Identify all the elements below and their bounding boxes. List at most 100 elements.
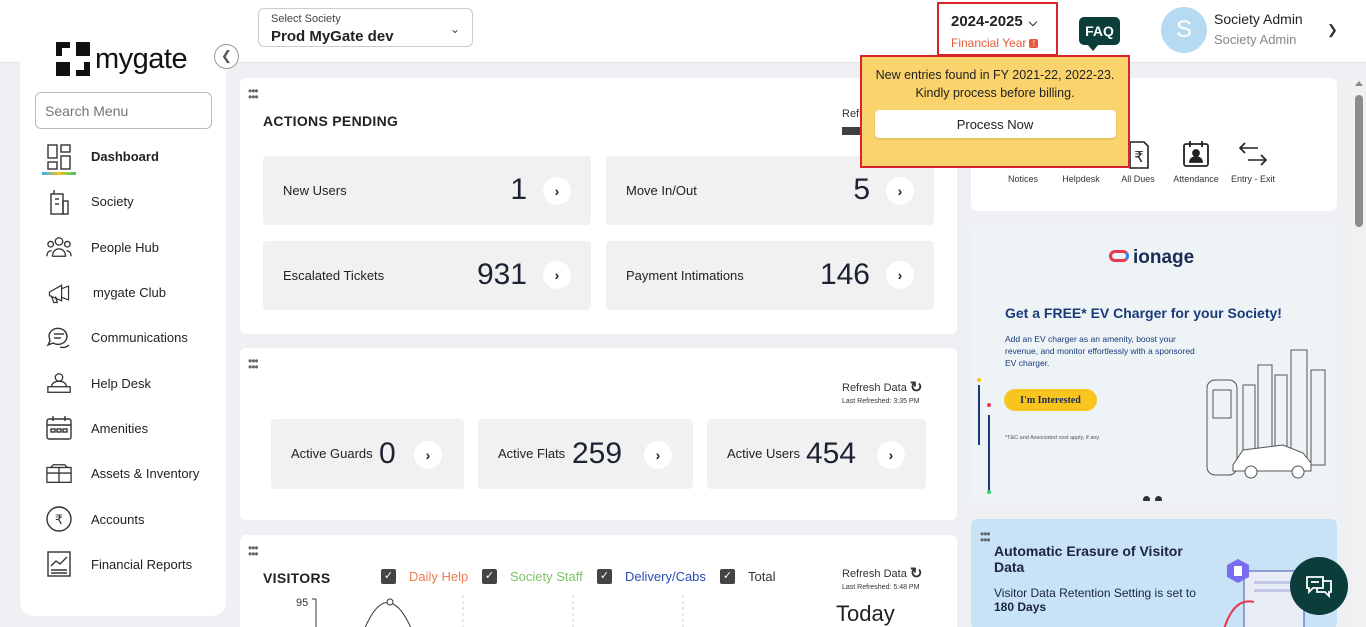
visitors-title: VISITORS <box>263 570 331 586</box>
popup-message: New entries found in FY 2021-22, 2022-23… <box>875 68 1115 82</box>
im-interested-button[interactable]: I'm Interested <box>1004 389 1097 411</box>
tile-escalated-tickets[interactable]: Escalated Tickets 931 › <box>263 241 591 310</box>
quick-link-notices[interactable]: Notices <box>995 140 1051 184</box>
legend-society-staff[interactable]: ✓ Society Staff <box>482 569 583 584</box>
svg-text:₹: ₹ <box>55 513 63 528</box>
chevron-down-icon: ⌵ <box>1028 17 1038 29</box>
chevron-right-icon[interactable]: › <box>414 441 442 469</box>
chevron-down-icon: ⌄ <box>449 22 460 36</box>
carousel-dots[interactable] <box>1143 490 1167 501</box>
mygate-logo[interactable]: mygate <box>56 42 188 76</box>
actions-pending-title: ACTIONS PENDING <box>263 113 399 129</box>
legend-total[interactable]: ✓ Total <box>720 569 775 584</box>
fy-label: Financial Year <box>951 36 1027 50</box>
avatar[interactable]: S <box>1161 7 1207 53</box>
tile-value: 5 <box>853 173 870 206</box>
tile-label: New Users <box>283 183 347 198</box>
financial-year-selector[interactable]: 2024-2025 ⌵ Financial Year! <box>937 2 1058 56</box>
refresh-data-link[interactable]: Refresh Data ↻ <box>842 564 922 582</box>
society-select[interactable]: Select Society Prod MyGate dev ⌄ <box>258 8 473 47</box>
scrollbar-thumb[interactable] <box>1355 95 1363 227</box>
page-scrollbar[interactable] <box>1352 78 1366 627</box>
sidebar-item-help-desk[interactable]: Help Desk <box>20 360 226 405</box>
entry-exit-icon <box>1225 140 1281 170</box>
quick-link-label: Entry - Exit <box>1230 174 1275 184</box>
report-icon <box>46 551 72 578</box>
sidebar-item-amenities[interactable]: Amenities <box>20 406 226 451</box>
tile-label: Move In/Out <box>626 183 697 198</box>
sidebar-collapse-button[interactable]: ❮ <box>214 44 239 69</box>
refresh-data-link[interactable]: Refresh Data <box>842 108 860 120</box>
refresh-icon: ↻ <box>909 379 923 396</box>
erasure-text: Visitor Data Retention Setting is set to… <box>994 586 1204 614</box>
quick-link-helpdesk[interactable]: Helpdesk <box>1053 140 1109 184</box>
quick-link-label: Attendance <box>1173 174 1219 184</box>
sidebar-item-label: Financial Reports <box>91 556 193 572</box>
tile-active-guards[interactable]: Active Guards 0 › <box>271 419 464 489</box>
chevron-right-icon[interactable]: › <box>644 441 672 469</box>
chevron-right-icon[interactable]: › <box>543 177 571 205</box>
society-select-value: Prod MyGate dev <box>271 28 394 45</box>
popup-instruction: Kindly process before billing. <box>915 86 1075 100</box>
carousel-dot[interactable] <box>1155 496 1162 501</box>
tile-active-users[interactable]: Active Users 454 › <box>707 419 926 489</box>
quick-link-label: Notices <box>1007 174 1038 184</box>
legend-label: Daily Help <box>409 569 469 584</box>
warning-icon: ! <box>1029 39 1039 49</box>
process-now-button[interactable]: Process Now <box>874 110 1116 138</box>
tile-active-flats[interactable]: Active Flats 259 › <box>478 419 693 489</box>
tile-new-users[interactable]: New Users 1 › <box>263 156 591 225</box>
stats-card: ••• ••• Refresh Data ↻ Last Refreshed: 3:3… <box>240 348 957 520</box>
drag-handle-icon[interactable]: ••• ••• <box>248 84 259 104</box>
sidebar-item-mygate-club[interactable]: mygate Club <box>20 270 226 315</box>
drag-handle-icon[interactable]: ••• ••• <box>980 527 991 547</box>
quick-link-attendance[interactable]: Attendance <box>1168 140 1224 184</box>
chevron-right-icon[interactable]: › <box>886 261 914 289</box>
sidebar-item-label: People Hub <box>91 239 159 255</box>
refresh-data-link[interactable]: Refresh Data ↻ <box>842 378 922 396</box>
sidebar-item-label: mygate Club <box>93 285 166 301</box>
tile-value: 1 <box>510 173 527 206</box>
sidebar-item-accounts[interactable]: ₹ Accounts <box>20 496 226 541</box>
chat-support-button[interactable] <box>1290 557 1348 615</box>
sidebar-item-people-hub[interactable]: People Hub <box>20 225 226 270</box>
sidebar-item-society[interactable]: Society <box>20 179 226 224</box>
sidebar: mygate Dashboard Society People Hub <box>20 14 226 616</box>
chevron-right-icon[interactable]: › <box>877 441 905 469</box>
tile-payment-intimations[interactable]: Payment Intimations 146 › <box>606 241 934 310</box>
sidebar-nav: Dashboard Society People Hub mygate Club <box>20 134 226 587</box>
chevron-right-icon[interactable]: › <box>543 261 571 289</box>
sidebar-item-label: Communications <box>91 330 188 346</box>
legend-delivery-cabs[interactable]: ✓ Delivery/Cabs <box>597 569 706 584</box>
user-name[interactable]: Society Admin <box>1214 11 1303 27</box>
sidebar-item-assets-inventory[interactable]: Assets & Inventory <box>20 451 226 496</box>
sidebar-item-dashboard[interactable]: Dashboard <box>20 134 226 179</box>
drag-handle-icon[interactable]: ••• ••• <box>248 541 259 561</box>
tile-label: Active Flats <box>498 446 566 461</box>
fy-year: 2024-2025 <box>951 13 1023 30</box>
retention-days: 180 Days <box>994 600 1047 614</box>
ev-charger-banner[interactable]: ionage Get a FREE* EV Charger for your S… <box>971 225 1337 501</box>
quick-link-label: Helpdesk <box>1062 174 1100 184</box>
sidebar-item-financial-reports[interactable]: Financial Reports <box>20 542 226 587</box>
scroll-up-arrow-icon[interactable] <box>1355 81 1363 86</box>
search-menu-input[interactable] <box>35 92 212 129</box>
drag-handle-icon[interactable]: ••• ••• <box>248 354 259 374</box>
quick-link-entry-exit[interactable]: Entry - Exit <box>1225 140 1281 184</box>
helpdesk-icon <box>46 370 72 396</box>
sidebar-item-communications[interactable]: Communications <box>20 315 226 360</box>
last-refreshed-label <box>842 127 860 135</box>
quick-link-all-dues[interactable]: ₹ All Dues <box>1110 140 1166 184</box>
legend-daily-help[interactable]: ✓ Daily Help <box>381 569 468 584</box>
visitors-chart <box>312 595 684 627</box>
faq-button[interactable]: FAQ <box>1079 17 1120 51</box>
tile-label: Payment Intimations <box>626 268 744 283</box>
chevron-right-icon[interactable]: › <box>886 177 914 205</box>
people-icon <box>46 234 72 260</box>
rupee-icon: ₹ <box>46 506 72 532</box>
logo-text: mygate <box>95 42 188 75</box>
carousel-dot[interactable] <box>1143 496 1150 501</box>
tile-value: 146 <box>819 258 870 291</box>
sidebar-item-label: Assets & Inventory <box>91 466 200 482</box>
chevron-down-icon[interactable]: ❯ <box>1327 22 1338 37</box>
